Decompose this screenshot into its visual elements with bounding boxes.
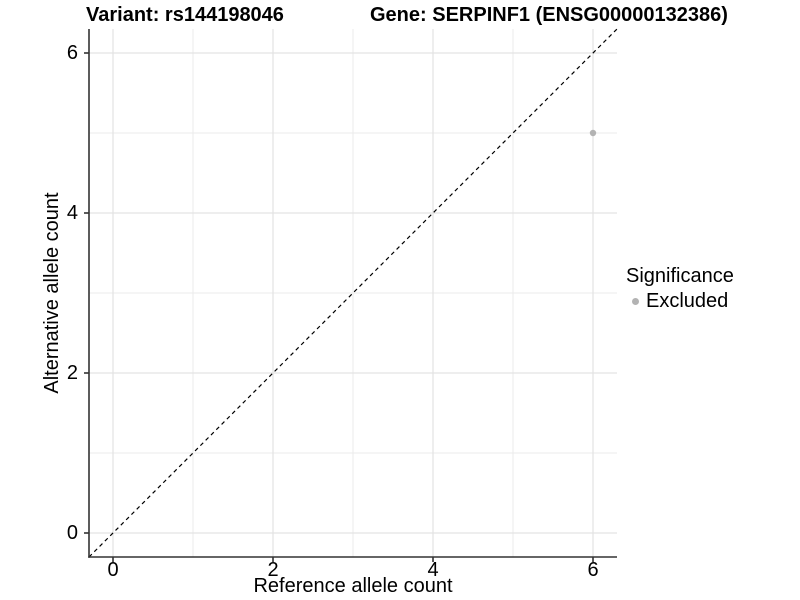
x-tick-label: 6 xyxy=(587,559,599,581)
x-tick-label: 4 xyxy=(427,559,439,581)
legend: Significance Excluded xyxy=(626,264,734,312)
data-point xyxy=(589,129,597,137)
y-tick-label: 2 xyxy=(66,362,78,384)
legend-title: Significance xyxy=(626,265,734,287)
legend-point-icon xyxy=(632,297,639,305)
x-axis-title: Reference allele count xyxy=(253,575,453,597)
y-tick-label: 0 xyxy=(66,522,78,544)
legend-item-excluded: Excluded xyxy=(626,290,734,312)
legend-item-label: Excluded xyxy=(646,290,729,312)
x-tick-label: 0 xyxy=(107,559,119,581)
plot-title-gene: Gene: SERPINF1 (ENSG00000132386) xyxy=(370,4,728,26)
x-tick-label: 2 xyxy=(267,559,279,581)
plot-title-variant: Variant: rs144198046 xyxy=(86,4,284,26)
y-axis-title: Alternative allele count xyxy=(41,192,63,394)
y-tick-label: 6 xyxy=(66,42,78,64)
y-tick-label: 4 xyxy=(66,202,78,224)
